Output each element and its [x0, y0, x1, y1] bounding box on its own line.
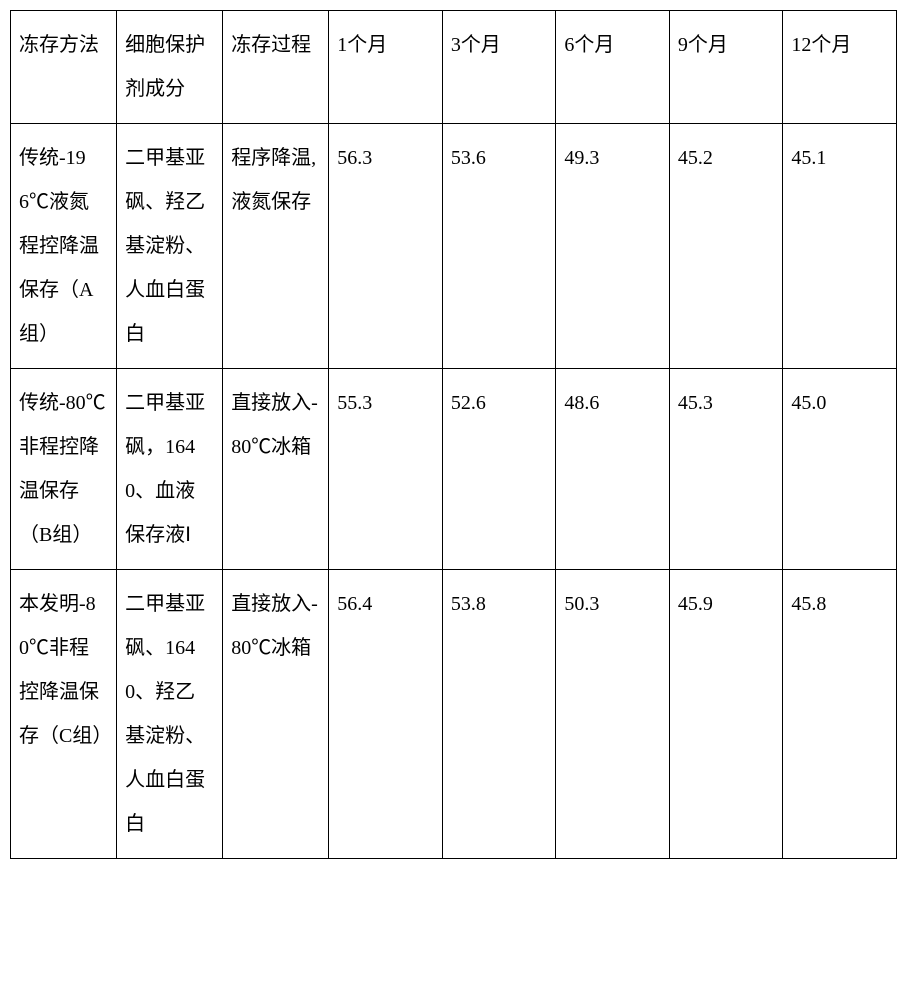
cell-6month: 48.6: [556, 369, 670, 570]
cell-3month: 53.8: [442, 570, 556, 859]
cell-protectant: 二甲基亚砜，1640、血液保存液Ⅰ: [117, 369, 223, 570]
cell-12month: 45.0: [783, 369, 897, 570]
table-row: 传统-196℃液氮程控降温保存（A组） 二甲基亚砜、羟乙基淀粉、人血白蛋白 程序…: [11, 124, 897, 369]
cell-method: 本发明-80℃非程控降温保存（C组）: [11, 570, 117, 859]
cell-1month: 55.3: [329, 369, 443, 570]
cell-9month: 45.2: [669, 124, 783, 369]
cell-6month: 49.3: [556, 124, 670, 369]
cell-1month: 56.3: [329, 124, 443, 369]
cell-method: 传统-196℃液氮程控降温保存（A组）: [11, 124, 117, 369]
header-protectant: 细胞保护剂成分: [117, 11, 223, 124]
header-9month: 9个月: [669, 11, 783, 124]
cell-process: 程序降温,液氮保存: [223, 124, 329, 369]
cell-process: 直接放入-80℃冰箱: [223, 570, 329, 859]
table-header-row: 冻存方法 细胞保护剂成分 冻存过程 1个月 3个月 6个月 9个月 12个月: [11, 11, 897, 124]
cell-9month: 45.3: [669, 369, 783, 570]
cell-method: 传统-80℃非程控降温保存（B组）: [11, 369, 117, 570]
cell-12month: 45.1: [783, 124, 897, 369]
cell-3month: 52.6: [442, 369, 556, 570]
cell-9month: 45.9: [669, 570, 783, 859]
header-method: 冻存方法: [11, 11, 117, 124]
cell-protectant: 二甲基亚砜、1640、羟乙基淀粉、人血白蛋白: [117, 570, 223, 859]
cell-12month: 45.8: [783, 570, 897, 859]
cell-1month: 56.4: [329, 570, 443, 859]
header-3month: 3个月: [442, 11, 556, 124]
header-12month: 12个月: [783, 11, 897, 124]
header-1month: 1个月: [329, 11, 443, 124]
table-row: 本发明-80℃非程控降温保存（C组） 二甲基亚砜、1640、羟乙基淀粉、人血白蛋…: [11, 570, 897, 859]
cell-6month: 50.3: [556, 570, 670, 859]
cell-protectant: 二甲基亚砜、羟乙基淀粉、人血白蛋白: [117, 124, 223, 369]
table-row: 传统-80℃非程控降温保存（B组） 二甲基亚砜，1640、血液保存液Ⅰ 直接放入…: [11, 369, 897, 570]
header-process: 冻存过程: [223, 11, 329, 124]
cell-3month: 53.6: [442, 124, 556, 369]
header-6month: 6个月: [556, 11, 670, 124]
cryopreservation-comparison-table: 冻存方法 细胞保护剂成分 冻存过程 1个月 3个月 6个月 9个月 12个月 传…: [10, 10, 897, 859]
cell-process: 直接放入-80℃冰箱: [223, 369, 329, 570]
